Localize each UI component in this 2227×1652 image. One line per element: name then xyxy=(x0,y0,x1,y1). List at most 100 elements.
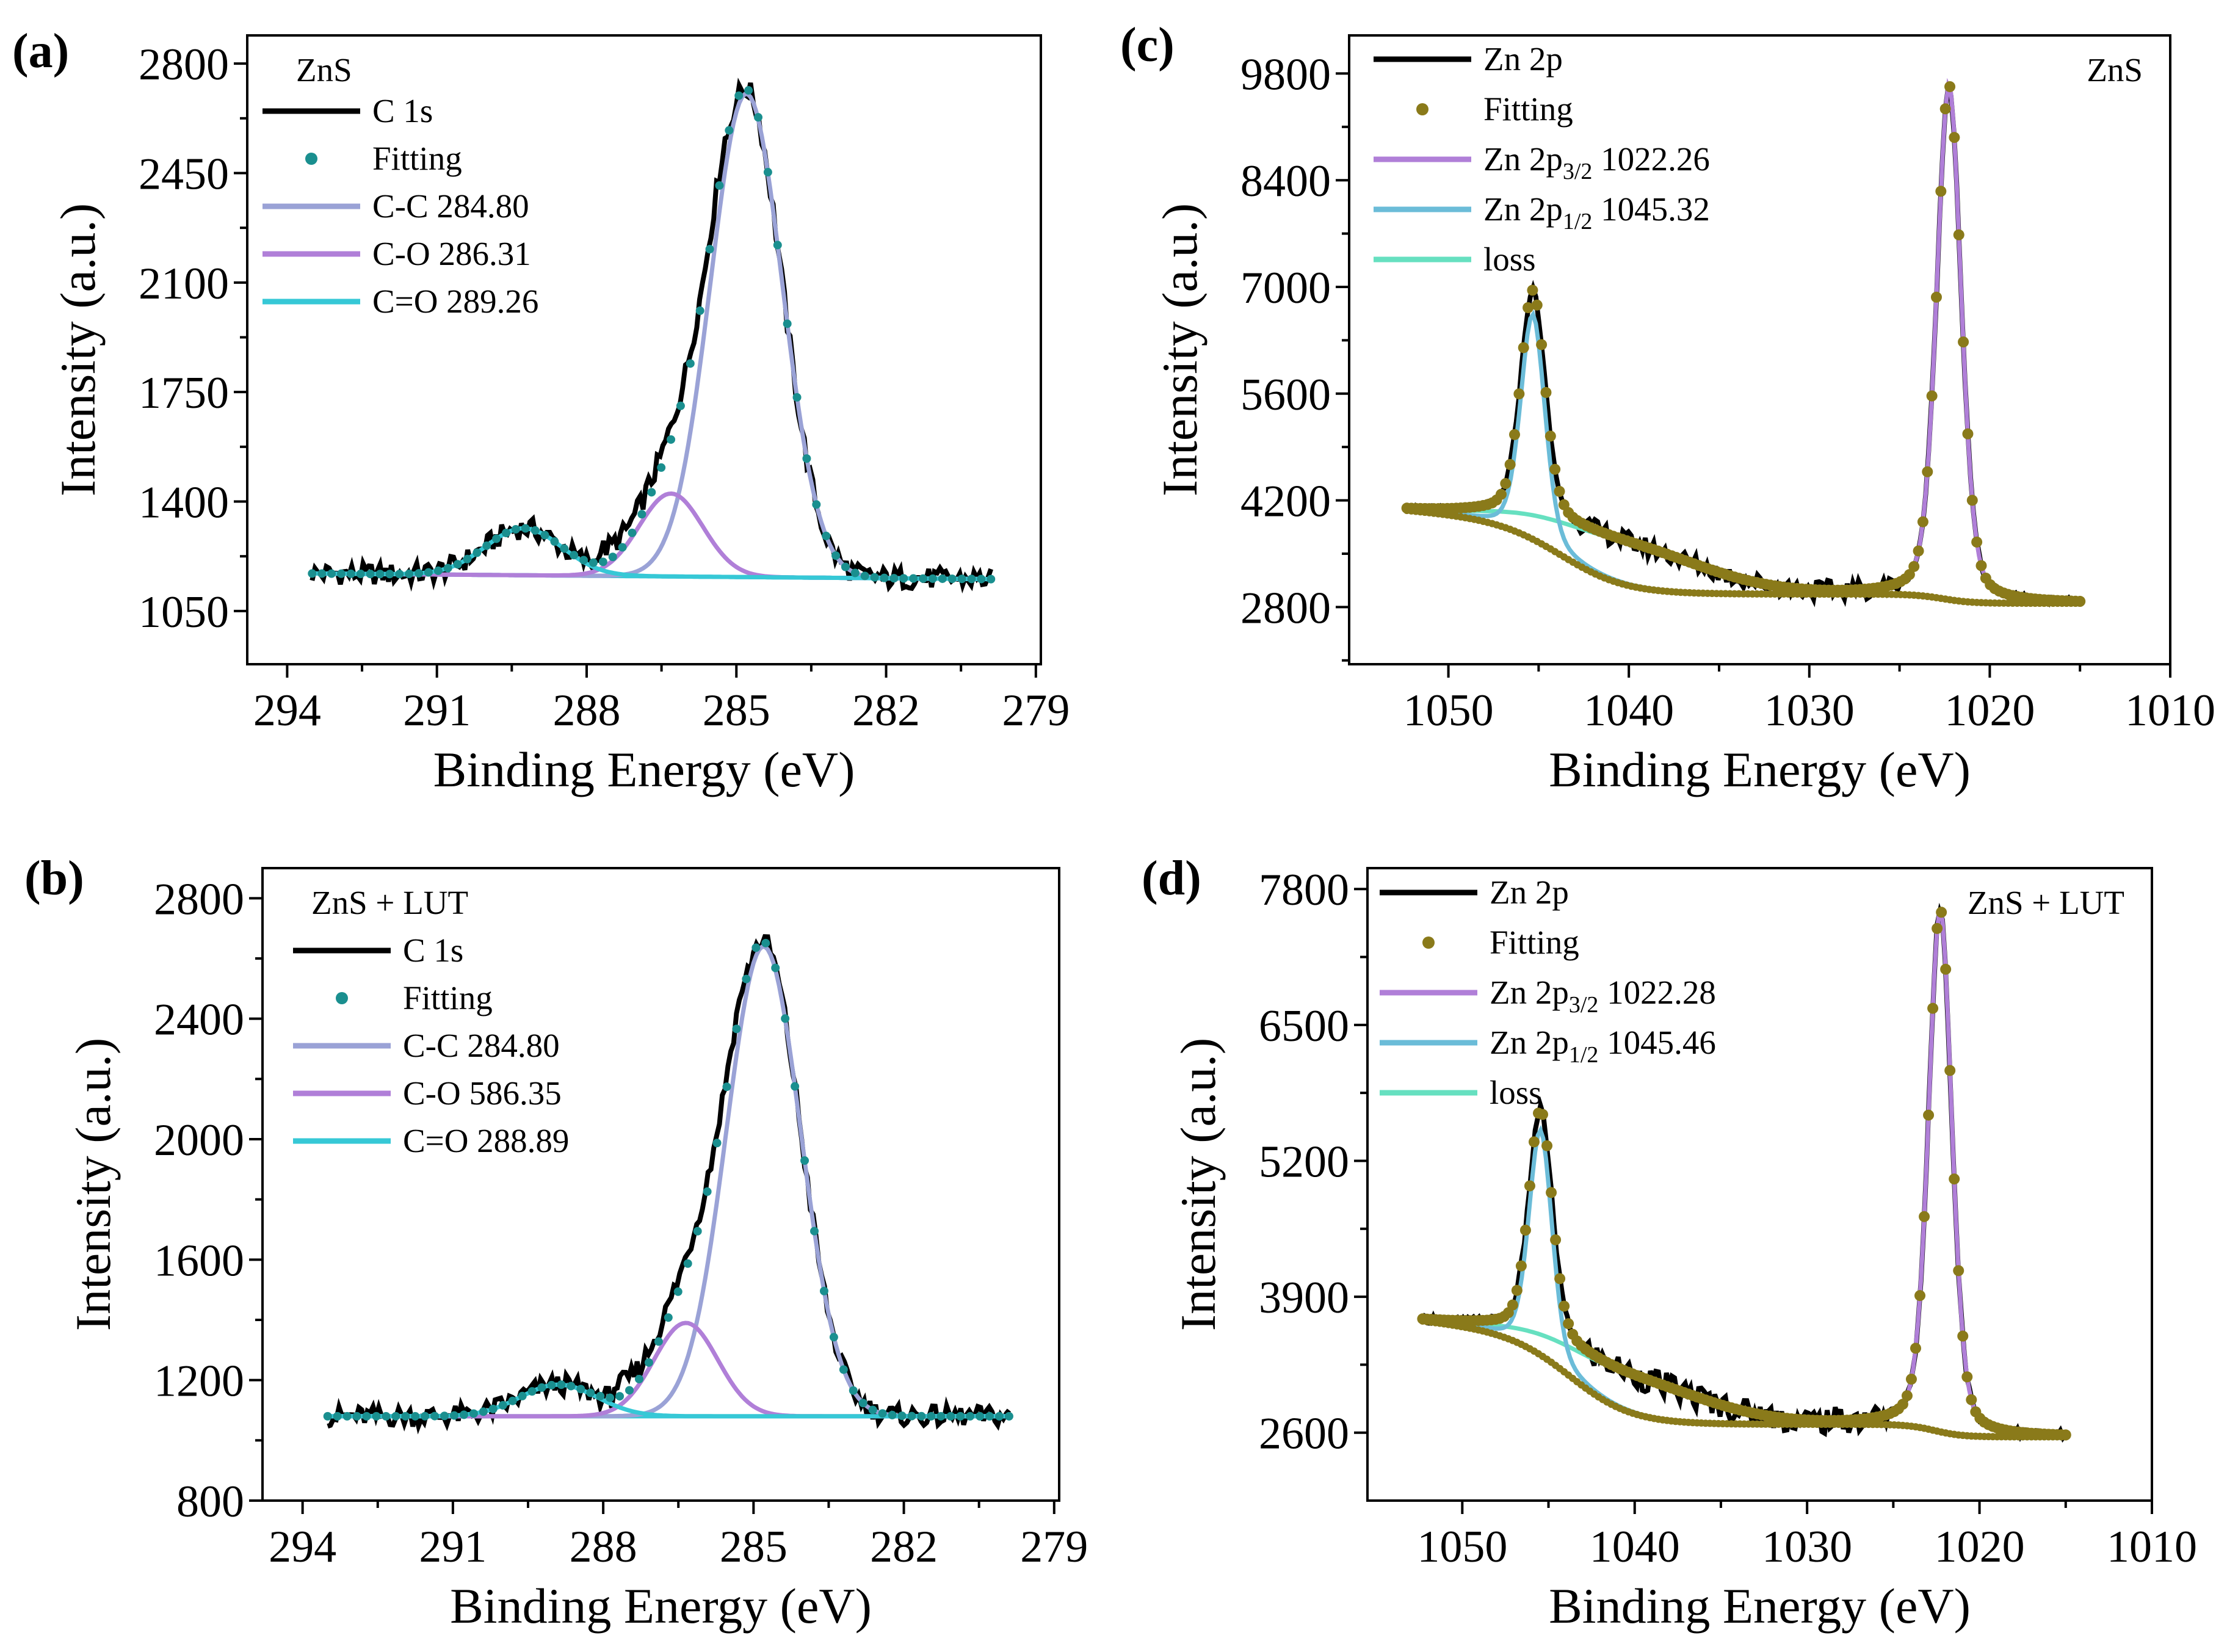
fitting-point xyxy=(831,551,841,560)
fitting-point xyxy=(1926,390,1938,402)
fitting-point xyxy=(1927,1002,1939,1014)
x-tick-label: 285 xyxy=(720,1522,788,1572)
fitting-point xyxy=(579,556,588,565)
fitting-point xyxy=(744,86,753,95)
fitting-point xyxy=(459,1410,468,1419)
fitting-point xyxy=(802,454,811,463)
y-tick-label: 1200 xyxy=(154,1357,244,1407)
fitting-point xyxy=(1504,458,1516,470)
fitting-point xyxy=(1949,1173,1960,1185)
fitting-point xyxy=(327,569,336,578)
fitting-point xyxy=(492,534,501,543)
x-tick-label: 1050 xyxy=(1403,686,1494,736)
y-tick-label: 7800 xyxy=(1259,865,1349,915)
x-tick-label: 1030 xyxy=(1764,686,1855,736)
fitting-point xyxy=(557,1380,566,1389)
fitting-point xyxy=(667,435,676,444)
plot-title: ZnS + LUT xyxy=(311,884,468,921)
fitting-point xyxy=(1523,302,1534,313)
fitting-point xyxy=(1549,463,1561,475)
x-tick-label: 1040 xyxy=(1584,686,1674,736)
fitting-point xyxy=(411,1411,420,1421)
legend-label: C=O 289.26 xyxy=(372,283,538,320)
fitting-point xyxy=(1546,1187,1557,1198)
fitting-point xyxy=(424,568,433,577)
fitting-point xyxy=(608,552,617,562)
fitting-point xyxy=(686,359,695,368)
fitting-point xyxy=(647,488,656,497)
fitting-point xyxy=(1559,1300,1570,1312)
fitting-point xyxy=(880,573,889,582)
legend-label: Zn 2p1/2 1045.46 xyxy=(1490,1024,1716,1068)
component-line-c-o xyxy=(312,526,991,582)
fitting-point xyxy=(482,541,491,550)
fitting-point xyxy=(1944,81,1956,92)
fitting-point xyxy=(625,1386,634,1395)
fitting-point xyxy=(841,562,850,571)
fitting-point xyxy=(401,1411,410,1421)
legend-swatch-dot xyxy=(1416,103,1429,115)
x-tick-label: 279 xyxy=(1020,1522,1088,1572)
x-tick-label: 1010 xyxy=(2107,1522,2197,1572)
fitting-point xyxy=(897,1411,907,1421)
fitting-point xyxy=(366,570,375,579)
y-tick-label: 2600 xyxy=(1259,1409,1349,1459)
fitting-point xyxy=(907,1411,916,1421)
legend-label: C-O 586.35 xyxy=(403,1074,562,1112)
fitting-point xyxy=(527,1387,537,1396)
fitting-point xyxy=(1953,1265,1964,1277)
fitting-point xyxy=(606,1393,615,1402)
y-tick-label: 1600 xyxy=(154,1236,244,1286)
fitting-point xyxy=(433,566,443,575)
plot-title: ZnS xyxy=(296,51,352,89)
panel-a: 294 291 288 285 282 279 1050 1400 1750 2100 2450 28… xyxy=(12,24,1070,797)
fitting-point xyxy=(2062,1433,2069,1441)
fitting-point xyxy=(1949,132,1960,143)
fitting-point xyxy=(1914,1290,1926,1302)
fitting-point xyxy=(634,1374,643,1383)
legend-label: loss xyxy=(1490,1074,1542,1111)
fitting-point xyxy=(800,1156,809,1165)
fitting-point xyxy=(673,1287,683,1296)
x-tick-label: 279 xyxy=(1002,686,1070,736)
legend-label: loss xyxy=(1483,241,1536,278)
fitting-point xyxy=(560,544,569,553)
fitting-point xyxy=(518,1391,527,1400)
fitting-point xyxy=(664,1313,673,1322)
fitting-point xyxy=(792,393,802,402)
plot-frame xyxy=(1348,34,2171,665)
panel-b: 294 291 288 285 282 279 800 1200 1600 2000 2400 280… xyxy=(24,852,1088,1634)
fitting-point xyxy=(956,1411,965,1421)
fitting-point xyxy=(1509,429,1521,440)
y-tick-label: 2800 xyxy=(1240,583,1331,633)
panel-label: (a) xyxy=(12,24,69,78)
fitting-point xyxy=(868,1405,877,1415)
fitting-point xyxy=(540,531,549,540)
fitting-point xyxy=(521,524,530,533)
fitting-point xyxy=(878,1409,887,1418)
fitting-point xyxy=(771,963,780,973)
plot-title: ZnS xyxy=(2087,51,2143,89)
fitting-point xyxy=(1913,545,1924,557)
fitting-point xyxy=(819,1286,828,1295)
fitting-point xyxy=(763,168,772,177)
fitting-point xyxy=(382,1411,391,1421)
x-tick-label: 288 xyxy=(570,1522,637,1572)
fitting-point xyxy=(967,574,976,584)
fitting-point xyxy=(342,1411,352,1421)
fitting-point xyxy=(1905,1374,1917,1385)
fitting-point xyxy=(957,574,966,584)
y-tick-label: 8400 xyxy=(1240,156,1331,206)
fitting-point xyxy=(919,574,928,583)
x-axis-label: Binding Energy (eV) xyxy=(1549,742,1971,797)
x-tick-label: 282 xyxy=(870,1522,938,1572)
fitting-point xyxy=(849,1386,858,1395)
fitting-point xyxy=(449,1411,458,1420)
fitting-point xyxy=(715,181,724,190)
fitting-point xyxy=(1961,1371,1973,1383)
fitting-point xyxy=(1901,1390,1913,1402)
y-tick-label: 1400 xyxy=(139,478,229,528)
fitting-point xyxy=(308,569,317,578)
legend-swatch-dot xyxy=(336,992,348,1004)
y-axis-label: Intensity (a.u.) xyxy=(1152,203,1208,496)
